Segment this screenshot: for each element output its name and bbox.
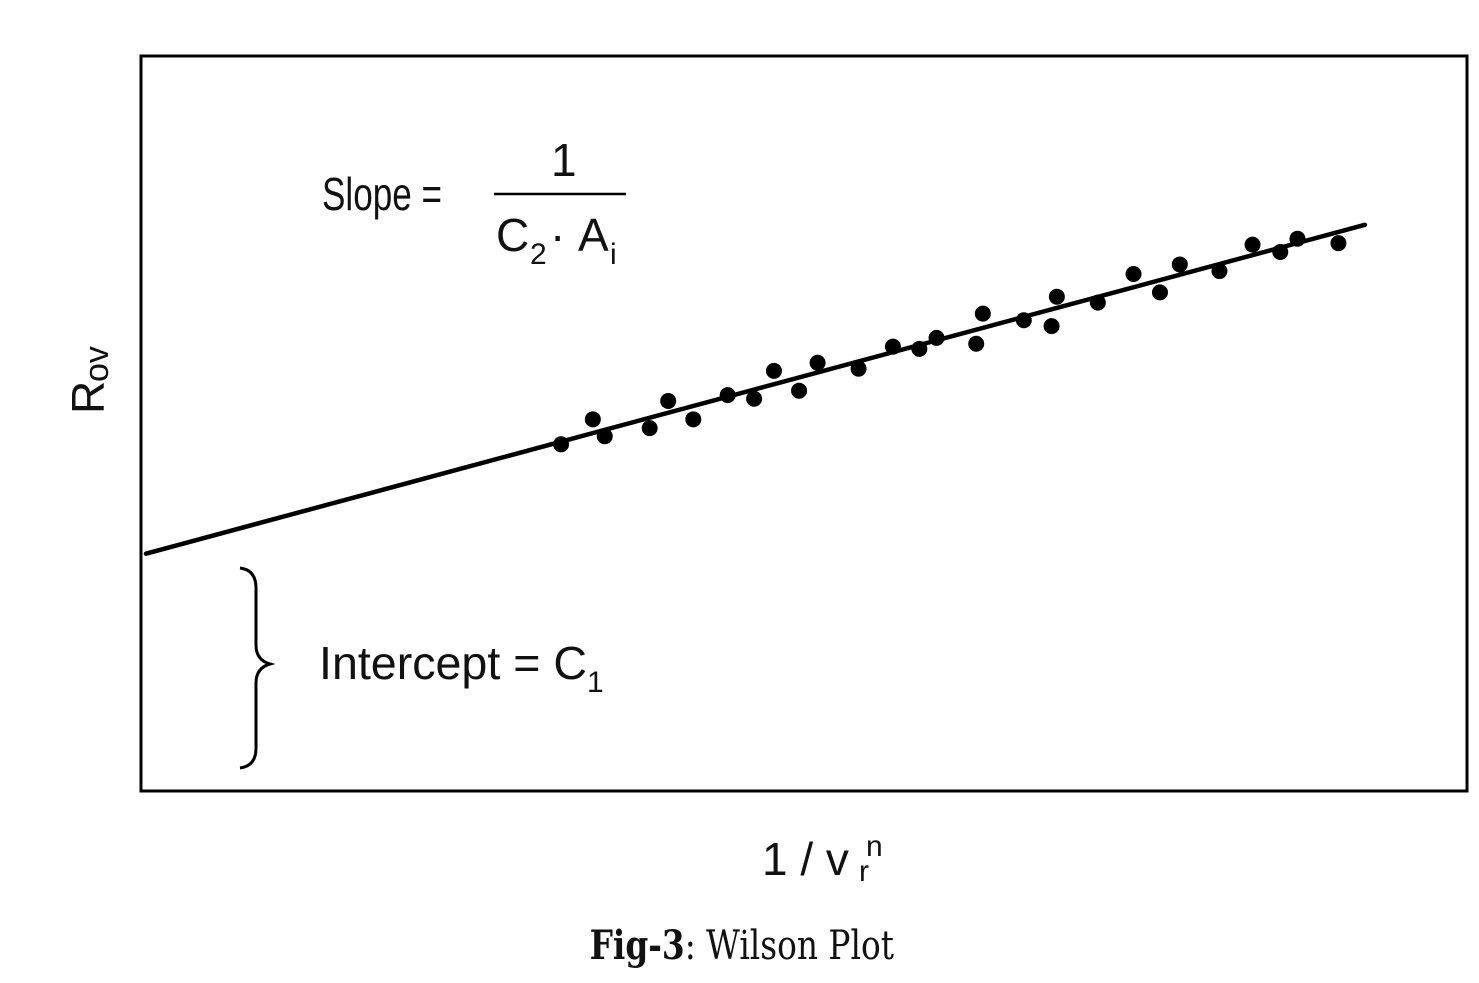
data-point — [1211, 263, 1228, 280]
y-label-base: R — [62, 381, 114, 414]
data-point — [553, 436, 570, 453]
denominator-c-sub: 2 — [530, 238, 547, 271]
denominator-a-sub: i — [610, 238, 617, 271]
intercept-annotation: Intercept = C 1 — [319, 637, 604, 699]
y-axis-label: R ov — [62, 346, 116, 414]
slope-numerator: 1 — [551, 134, 577, 186]
caption-label: Fig-3 — [589, 922, 685, 969]
slope-annotation: Slope = 1 C 2 · A i — [322, 134, 626, 271]
data-point — [1171, 256, 1188, 273]
plot-frame — [139, 54, 1469, 793]
data-point — [1272, 243, 1289, 260]
data-points — [553, 230, 1347, 453]
intercept-sub: 1 — [587, 666, 604, 699]
data-point — [911, 340, 928, 357]
denominator-dot: · — [550, 209, 565, 261]
caption-text: Wilson Plot — [695, 923, 894, 969]
data-point — [1015, 312, 1032, 329]
x-axis-label: 1 / v r n — [762, 830, 883, 888]
caption-separator: : — [684, 923, 696, 969]
data-point — [968, 335, 985, 352]
data-point — [850, 360, 867, 377]
data-point — [1125, 265, 1142, 282]
x-label-sup: n — [866, 830, 883, 863]
fit-line — [143, 222, 1368, 556]
denominator-a: A — [578, 209, 609, 261]
data-point — [1289, 230, 1306, 247]
curly-brace-icon — [239, 566, 276, 770]
slope-lhs: Slope = — [322, 168, 442, 220]
data-point — [746, 390, 763, 407]
data-point — [791, 382, 808, 399]
data-point — [660, 392, 677, 409]
y-label-sub: ov — [78, 346, 116, 382]
intercept-lhs: Intercept = C — [319, 637, 587, 689]
data-point — [596, 428, 613, 445]
x-label-base: 1 / v — [762, 833, 849, 885]
denominator-c: C — [496, 209, 529, 261]
data-point — [884, 338, 901, 355]
data-point — [809, 354, 826, 371]
data-point — [1043, 318, 1060, 335]
figure-caption: Fig-3: Wilson Plot — [135, 922, 1348, 969]
data-point — [584, 411, 601, 428]
data-point — [1089, 294, 1106, 311]
data-point — [1048, 288, 1065, 305]
data-point — [974, 305, 991, 322]
data-point — [1151, 284, 1168, 301]
data-point — [1330, 235, 1347, 252]
data-point — [1244, 236, 1261, 253]
data-point — [641, 420, 658, 437]
data-point — [685, 411, 702, 428]
data-point — [765, 362, 782, 379]
data-point — [719, 387, 736, 404]
data-point — [928, 329, 945, 346]
x-label-sub: r — [859, 855, 869, 888]
